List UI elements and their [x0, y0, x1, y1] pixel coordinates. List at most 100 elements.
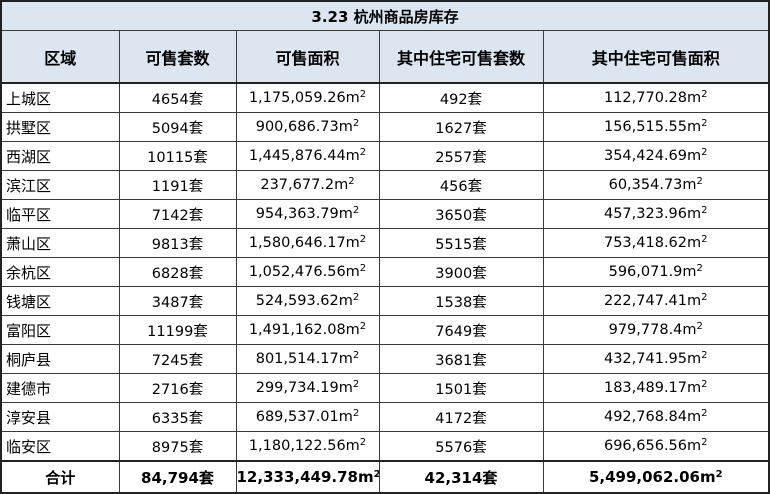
area-cell-value: 524,593.62 [255, 293, 339, 309]
unit-label: m [338, 206, 353, 222]
area-cell-value: 1,491,162.08 [248, 322, 346, 338]
unit-superscript: 2 [701, 147, 708, 158]
units-cell: 6335套 [118, 402, 237, 432]
table-row: 富阳区 11199套 1,491,162.08m2 7649套 979,778.4m2 [0, 315, 770, 345]
unit-superscript: 2 [359, 263, 367, 274]
res-area-cell: 354,424.69m2 [542, 141, 770, 171]
unit-label: m [338, 351, 353, 367]
res-units-cell: 1627套 [378, 112, 544, 142]
unit-superscript: 2 [352, 118, 360, 129]
unit-label: m [682, 177, 697, 193]
res-area-cell-value: 222,747.41 [603, 293, 688, 309]
total-units: 84,794套 [118, 460, 237, 494]
res-area-cell: 222,747.41m2 [542, 286, 770, 316]
res-units-cell: 3681套 [378, 344, 544, 374]
unit-label: m [687, 119, 702, 135]
header-area: 可售面积 [235, 30, 380, 84]
res-units-cell: 5515套 [378, 228, 544, 258]
unit-superscript: 2 [352, 205, 360, 216]
res-units-cell: 1538套 [378, 286, 544, 316]
area-cell: 1,180,122.56m2 [235, 431, 380, 462]
unit-superscript: 2 [359, 89, 367, 100]
unit-label: m [338, 380, 353, 396]
unit-label: m [334, 177, 349, 193]
area-cell-value: 1,580,646.17 [248, 235, 346, 251]
area-cell: 1,175,059.26m2 [235, 82, 380, 113]
units-cell: 6828套 [118, 257, 237, 287]
district-cell: 拱墅区 [0, 112, 120, 142]
unit-label: m [345, 322, 360, 338]
area-cell: 299,734.19m2 [235, 373, 380, 403]
unit-label: m [345, 438, 360, 454]
area-cell-value: 1,445,876.44 [248, 148, 346, 164]
table-row: 拱墅区 5094套 900,686.73m2 1627套 156,515.55m2 [0, 112, 770, 142]
res-units-cell: 4172套 [378, 402, 544, 432]
unit-superscript: 2 [359, 321, 367, 332]
district-cell: 临安区 [0, 431, 120, 462]
header-res-area: 其中住宅可售面积 [542, 30, 770, 84]
title-row: 3.23 杭州商品房库存 [0, 0, 770, 31]
table-row: 建德市 2716套 299,734.19m2 1501套 183,489.17m2 [0, 373, 770, 403]
res-area-cell-value: 432,741.95 [603, 351, 688, 367]
units-cell: 4654套 [118, 82, 237, 113]
unit-superscript: 2 [352, 408, 360, 419]
unit-superscript: 2 [701, 292, 708, 303]
unit-superscript: 2 [701, 408, 708, 419]
res-area-cell-value: 354,424.69 [603, 148, 688, 164]
res-area-cell: 696,656.56m2 [542, 431, 770, 462]
unit-label: m [699, 468, 716, 486]
area-cell: 1,580,646.17m2 [235, 228, 380, 258]
unit-label: m [687, 380, 702, 396]
res-area-cell: 156,515.55m2 [542, 112, 770, 142]
unit-label: m [338, 119, 353, 135]
area-cell: 1,445,876.44m2 [235, 141, 380, 171]
area-cell: 1,052,476.56m2 [235, 257, 380, 287]
unit-superscript: 2 [348, 176, 355, 187]
table-row: 余杭区 6828套 1,052,476.56m2 3900套 596,071.9m2 [0, 257, 770, 287]
unit-superscript: 2 [352, 379, 360, 390]
unit-superscript: 2 [701, 379, 708, 390]
total-res-units: 42,314套 [378, 460, 544, 494]
area-cell-value: 801,514.17 [255, 351, 339, 367]
unit-label: m [687, 206, 702, 222]
unit-label: m [345, 90, 360, 106]
res-area-cell: 492,768.84m2 [542, 402, 770, 432]
res-area-cell-value: 979,778.4 [608, 322, 683, 338]
unit-label: m [687, 90, 702, 106]
res-area-cell-value: 696,656.56 [603, 438, 688, 454]
total-res-area-value: 5,499,062.06 [588, 468, 700, 486]
unit-label: m [345, 235, 360, 251]
table-row: 桐庐县 7245套 801,514.17m2 3681套 432,741.95m2 [0, 344, 770, 374]
unit-label: m [338, 293, 353, 309]
area-cell-value: 1,175,059.26 [248, 90, 346, 106]
unit-superscript: 2 [715, 469, 723, 480]
header-district: 区域 [0, 30, 120, 84]
header-row: 区域 可售套数 可售面积 其中住宅可售套数 其中住宅可售面积 [0, 30, 770, 84]
district-cell: 西湖区 [0, 141, 120, 171]
area-cell: 689,537.01m2 [235, 402, 380, 432]
res-area-cell: 432,741.95m2 [542, 344, 770, 374]
area-cell: 237,677.2m2 [235, 170, 380, 200]
table-title: 3.23 杭州商品房库存 [0, 0, 770, 31]
district-cell: 富阳区 [0, 315, 120, 345]
res-area-cell-value: 596,071.9 [608, 264, 683, 280]
units-cell: 11199套 [118, 315, 237, 345]
res-units-cell: 456套 [378, 170, 544, 200]
units-cell: 3487套 [118, 286, 237, 316]
res-area-cell-value: 457,323.96 [603, 206, 688, 222]
unit-label: m [682, 322, 697, 338]
units-cell: 10115套 [118, 141, 237, 171]
district-cell: 建德市 [0, 373, 120, 403]
res-area-cell: 112,770.28m2 [542, 82, 770, 113]
unit-superscript: 2 [701, 350, 708, 361]
header-res-units: 其中住宅可售套数 [378, 30, 544, 84]
units-cell: 7245套 [118, 344, 237, 374]
table-row: 临平区 7142套 954,363.79m2 3650套 457,323.96m2 [0, 199, 770, 229]
area-cell-value: 1,052,476.56 [248, 264, 346, 280]
table-row: 上城区 4654套 1,175,059.26m2 492套 112,770.28m2 [0, 82, 770, 113]
unit-superscript: 2 [696, 176, 703, 187]
table-row: 滨江区 1191套 237,677.2m2 456套 60,354.73m2 [0, 170, 770, 200]
units-cell: 5094套 [118, 112, 237, 142]
